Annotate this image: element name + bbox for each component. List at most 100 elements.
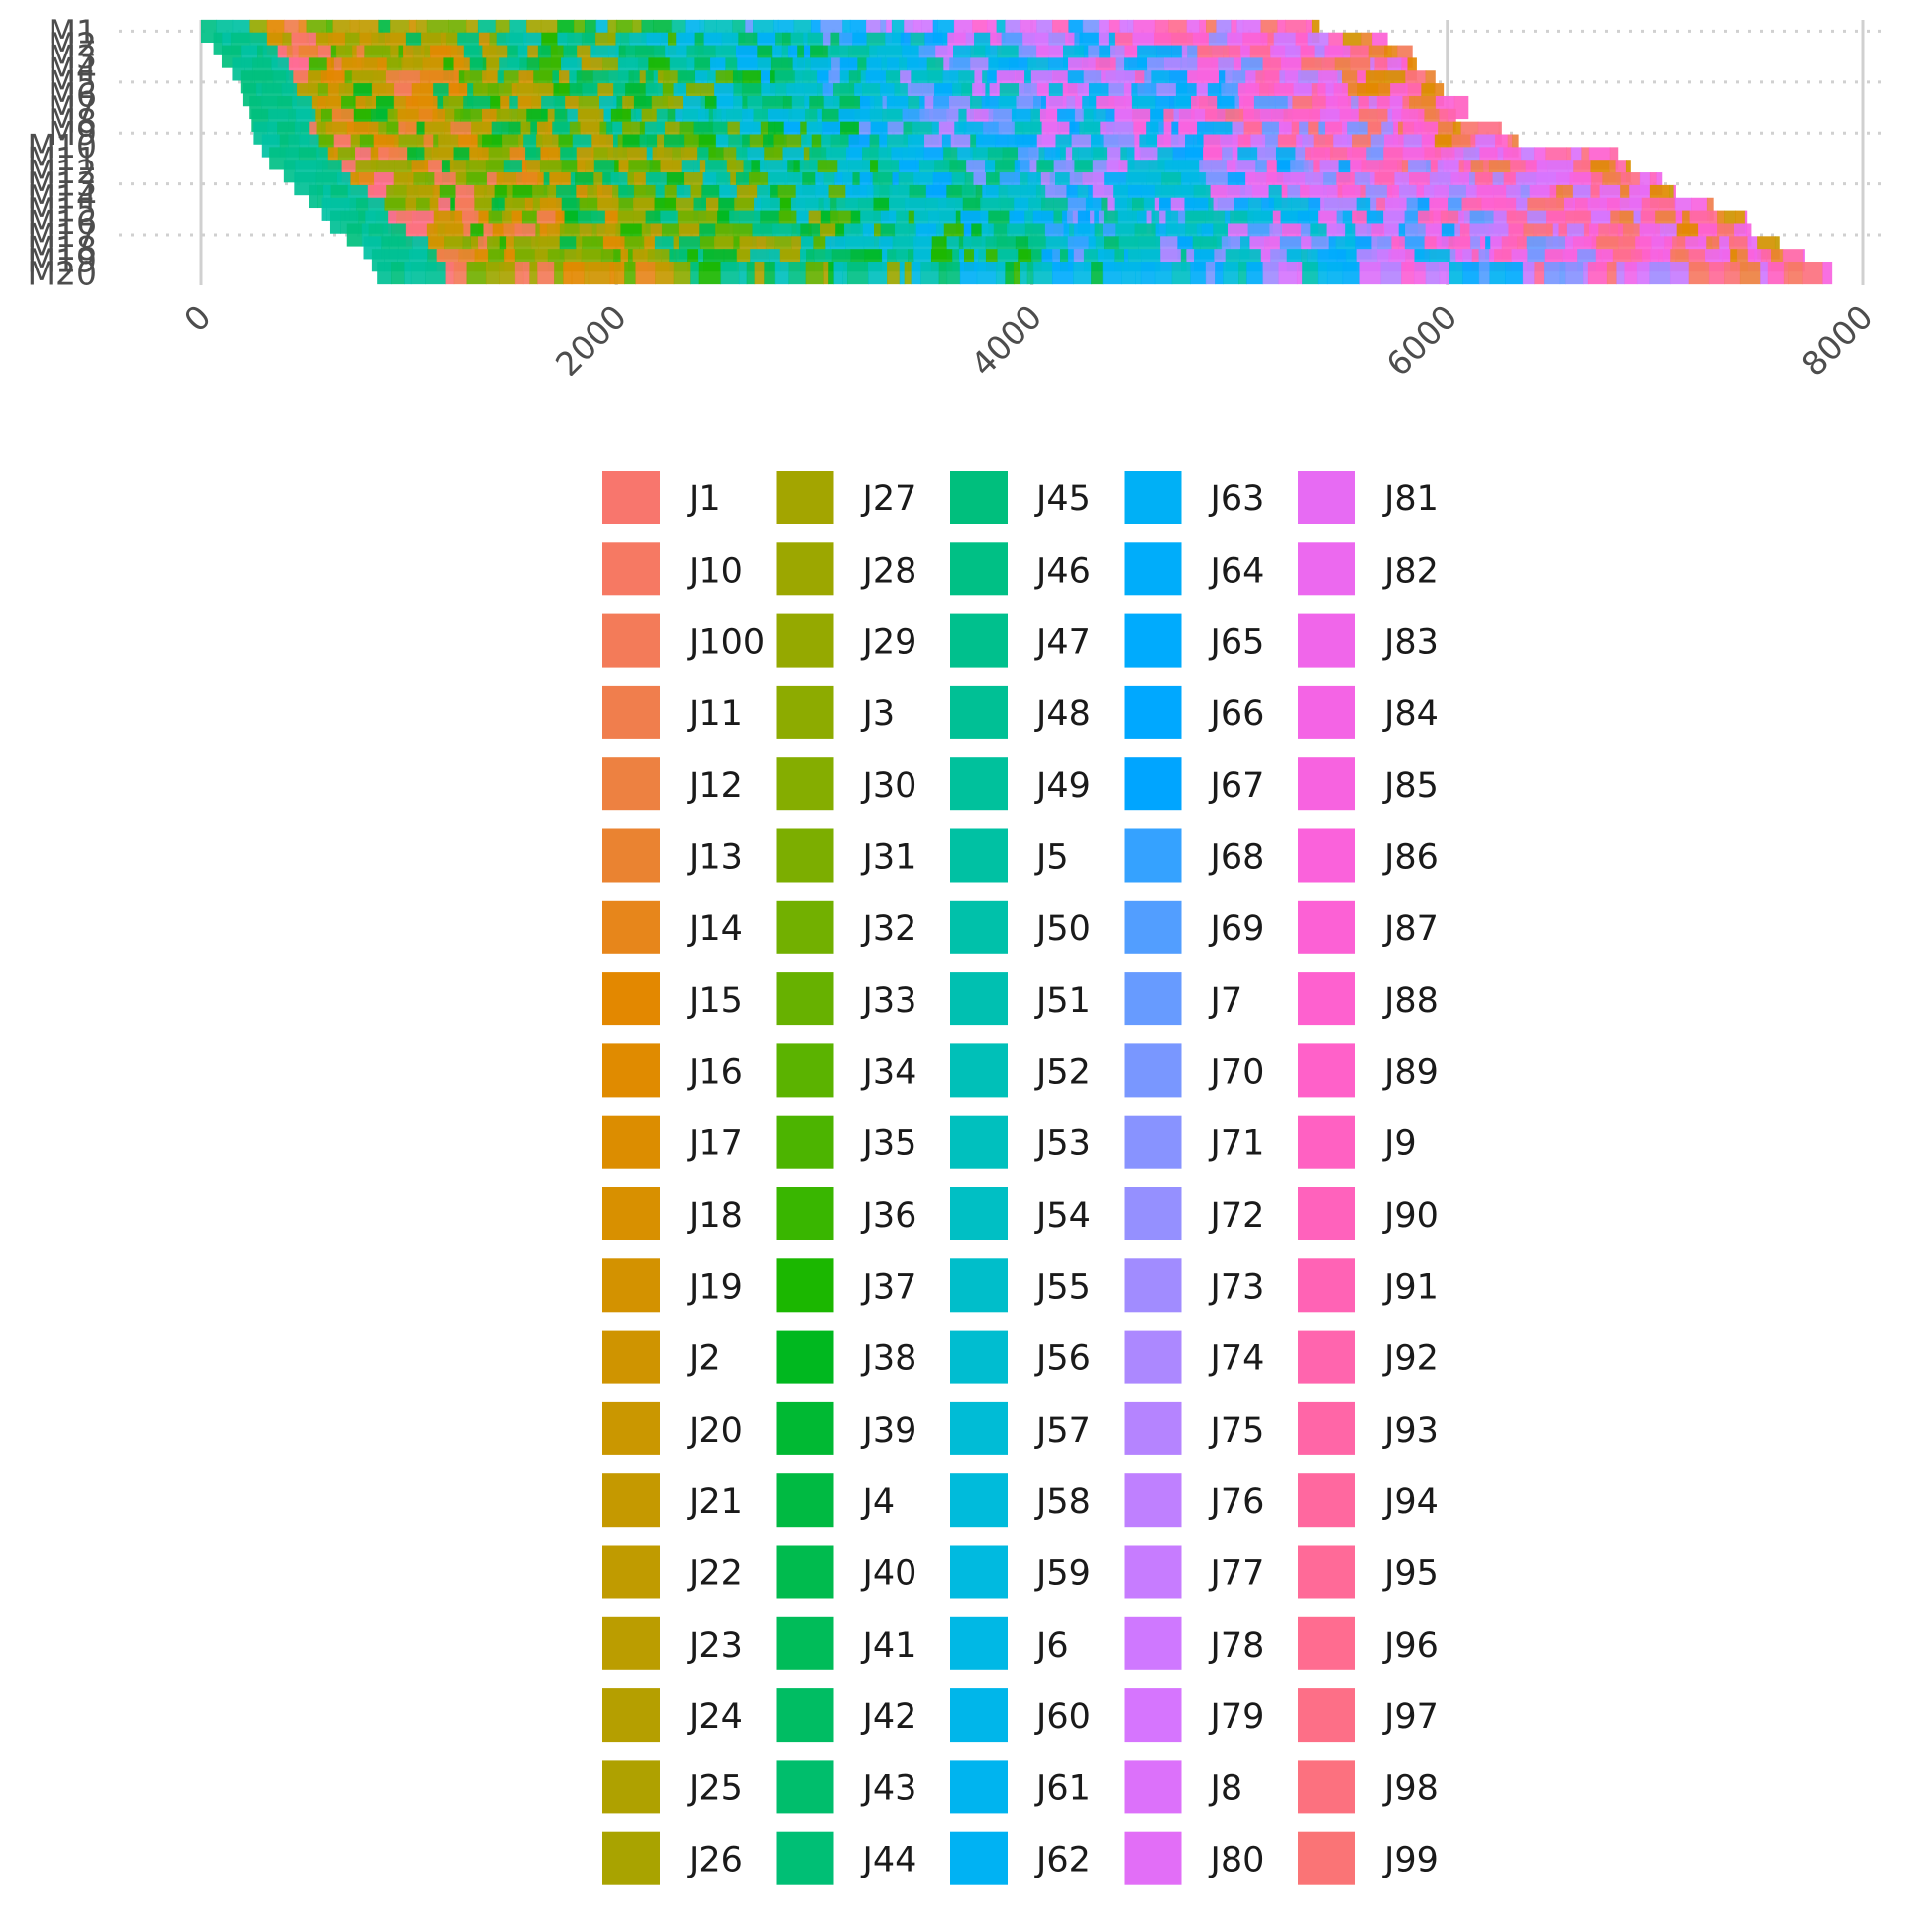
task-bar [441, 32, 447, 55]
legend-item: J39 [776, 1401, 917, 1455]
legend-swatch [1298, 972, 1355, 1026]
legend-item: J86 [1298, 828, 1439, 883]
task-bar [630, 108, 637, 132]
task-bar [1177, 210, 1186, 234]
task-bar [463, 95, 474, 120]
task-bar [1007, 134, 1018, 158]
task-bar [1788, 262, 1804, 285]
task-bar [811, 134, 822, 158]
legend-label: J77 [1209, 1555, 1265, 1594]
task-bar [903, 121, 913, 145]
legend-label: J39 [861, 1411, 917, 1450]
legend-item: J6 [950, 1616, 1069, 1670]
legend-swatch [1298, 1545, 1355, 1599]
task-bar [416, 134, 425, 158]
task-bar [543, 172, 550, 196]
y-tick-label: M3 [49, 38, 97, 76]
task-bar [1565, 262, 1584, 285]
task-bar [1277, 19, 1286, 43]
task-bar [935, 223, 945, 247]
task-bar [1649, 262, 1671, 285]
task-bar [1246, 262, 1264, 285]
task-bar [1083, 108, 1095, 132]
task-bar [437, 95, 444, 120]
task-bar [415, 19, 428, 43]
legend-item: J28 [776, 542, 916, 596]
task-bar [1240, 45, 1251, 68]
task-bar [1453, 95, 1469, 120]
task-bar [1744, 210, 1748, 234]
task-bar [1361, 32, 1373, 55]
task-bar [393, 134, 400, 158]
legend-item: J88 [1298, 972, 1439, 1026]
legend-item: J67 [1124, 757, 1264, 811]
task-bar [1243, 95, 1255, 120]
legend-item: J97 [1298, 1688, 1439, 1743]
legend-label: J5 [1034, 838, 1069, 878]
task-bar [1327, 184, 1339, 209]
task-bar [1641, 249, 1651, 272]
legend-item: J32 [776, 900, 916, 954]
task-bar [869, 45, 878, 68]
legend-swatch [1124, 972, 1182, 1026]
task-bar [454, 108, 461, 132]
task-bar [1730, 249, 1738, 272]
task-bar [1240, 236, 1250, 260]
task-bar [847, 262, 869, 285]
task-bar [1709, 210, 1718, 234]
task-bar [1069, 121, 1081, 145]
legend-swatch [776, 828, 834, 883]
task-bar [690, 262, 700, 285]
task-bar [326, 19, 334, 43]
legend-item: J71 [1124, 1115, 1264, 1169]
task-bar [1196, 83, 1209, 107]
legend-swatch [776, 1187, 834, 1240]
task-bar [1181, 45, 1188, 68]
task-bar [1336, 210, 1344, 234]
task-bar [603, 108, 612, 132]
legend-item: J45 [950, 471, 1091, 524]
task-bar [774, 262, 790, 285]
task-bar [831, 57, 841, 81]
task-bar [425, 262, 447, 285]
task-bar [1232, 83, 1239, 107]
legend-item: J37 [776, 1258, 916, 1313]
task-bar [1059, 249, 1069, 272]
task-bar [941, 134, 952, 158]
task-bar [444, 121, 452, 145]
legend-swatch [950, 972, 1008, 1026]
legend-item: J30 [776, 757, 916, 811]
task-bar [557, 32, 568, 55]
task-bar [952, 249, 960, 272]
legend-label: J4 [861, 1482, 896, 1522]
legend-label: J56 [1034, 1340, 1091, 1379]
task-bar [1049, 172, 1056, 196]
task-bar [1090, 210, 1095, 234]
legend-swatch [1298, 471, 1355, 524]
task-bar [1483, 160, 1490, 183]
task-bar [1615, 160, 1627, 183]
task-bar [403, 45, 414, 68]
task-bar [800, 249, 807, 272]
task-bar [492, 223, 505, 247]
task-bar [463, 223, 471, 247]
legend-swatch [602, 1401, 660, 1455]
legend-item: J87 [1298, 900, 1439, 954]
task-bar [1073, 249, 1085, 272]
task-bar [1722, 249, 1731, 272]
task-bar [857, 57, 867, 81]
task-bar [1325, 147, 1331, 170]
task-bar [635, 262, 656, 285]
task-bar [1088, 45, 1100, 68]
task-bar [514, 262, 524, 285]
task-bar [377, 57, 388, 81]
task-bar [1416, 184, 1425, 209]
task-bar [1565, 210, 1575, 234]
task-bar [1549, 184, 1557, 209]
task-bar [1281, 184, 1289, 209]
task-bar [201, 19, 218, 43]
task-bar [782, 32, 792, 55]
task-bar [419, 70, 430, 94]
legend-label: J16 [687, 1052, 743, 1092]
legend-item: J84 [1298, 685, 1439, 739]
